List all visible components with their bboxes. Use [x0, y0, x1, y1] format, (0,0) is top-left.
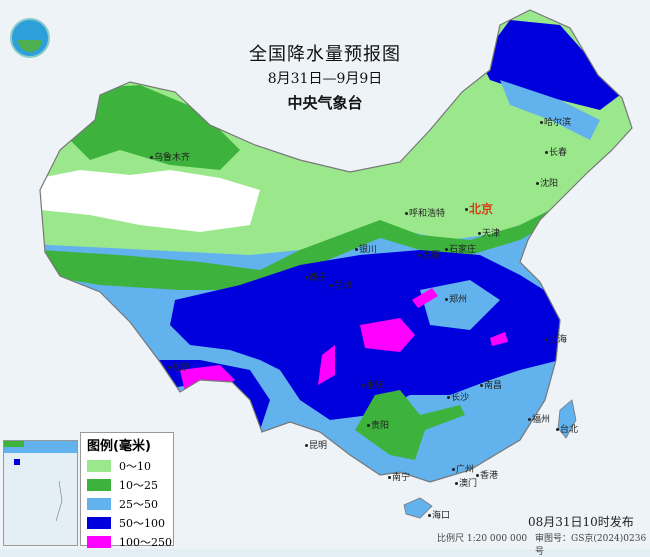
map-title: 全国降水量预报图: [249, 44, 401, 65]
city-label: 兰州: [330, 278, 352, 291]
legend-swatch: [87, 535, 111, 548]
area-100-250-shaanxi: [412, 288, 438, 308]
hainan-island: [403, 497, 433, 519]
cma-logo: [10, 18, 50, 58]
city-label-capital: 北京: [465, 200, 493, 217]
city-label: 长沙: [447, 390, 469, 403]
area-25-50-northeast: [500, 80, 600, 140]
city-label: 台北: [556, 422, 578, 435]
city-label: 福州: [528, 412, 550, 425]
city-label: 拉萨: [168, 360, 190, 373]
area-100-250-anhui: [490, 332, 508, 346]
city-label: 广州: [452, 462, 474, 475]
legend-label: 50～100: [119, 516, 165, 530]
city-label: 长春: [545, 145, 567, 158]
city-label: 重庆: [362, 378, 384, 391]
issue-time: 08月31日10时发布: [528, 515, 634, 529]
area-10-25-guizhou: [355, 390, 465, 460]
legend-swatch: [87, 459, 111, 472]
city-label: 呼和浩特: [405, 206, 445, 219]
city-label: 哈尔滨: [540, 115, 571, 128]
legend-swatch: [87, 516, 111, 529]
legend-label: 10～25: [119, 478, 158, 492]
city-label: 西宁: [305, 270, 327, 283]
south-china-sea-inset: [3, 440, 78, 546]
city-label: 天津: [478, 226, 500, 239]
legend-item: 10～25: [87, 475, 173, 494]
map-scale: 比例尺 1:20 000 000: [437, 534, 528, 544]
city-label: 石家庄: [445, 242, 476, 255]
area-100-250-sichuan: [360, 318, 415, 352]
national-border: [39, 9, 633, 483]
city-label: 澳门: [455, 476, 477, 489]
city-label: 贵阳: [367, 418, 389, 431]
area-50-100-tibet: [150, 360, 270, 430]
area-no-data: [40, 170, 260, 232]
issuer: 中央气象台: [287, 94, 363, 112]
date-range: 8月31日—9月9日: [267, 71, 383, 87]
city-label: 南宁: [388, 470, 410, 483]
legend-title: 图例(毫米): [87, 439, 151, 454]
area-100-250-west: [318, 345, 335, 385]
city-label: 银川: [355, 242, 377, 255]
city-label: 南昌: [480, 378, 502, 391]
area-25-50-henan: [420, 280, 500, 330]
city-label: 乌鲁木齐: [150, 150, 190, 163]
area-10-25-north: [60, 85, 240, 170]
map-approval-number: 审图号：GS京(2024)0236号: [535, 534, 647, 557]
city-label: 沈阳: [536, 176, 558, 189]
city-label: 上海: [545, 332, 567, 345]
legend-label: 25～50: [119, 497, 158, 511]
legend-item: 100～250: [87, 532, 173, 551]
legend-item: 25～50: [87, 494, 173, 513]
city-label: 昆明: [305, 438, 327, 451]
legend-item: 50～100: [87, 513, 173, 532]
city-label: 郑州: [445, 292, 467, 305]
legend-label: 100～250: [119, 535, 172, 549]
inset-map: [4, 441, 77, 522]
legend-label: 0～10: [119, 459, 151, 473]
area-10-25-band: [40, 205, 560, 290]
legend: 图例(毫米) 0～10 10～25 25～50 50～100 100～250: [80, 432, 174, 549]
legend-item: 0～10: [87, 456, 173, 475]
legend-swatch: [87, 497, 111, 510]
city-label: 香港: [476, 468, 498, 481]
city-label: 太原: [418, 248, 440, 261]
city-label: 海口: [428, 508, 450, 521]
legend-swatch: [87, 478, 111, 491]
